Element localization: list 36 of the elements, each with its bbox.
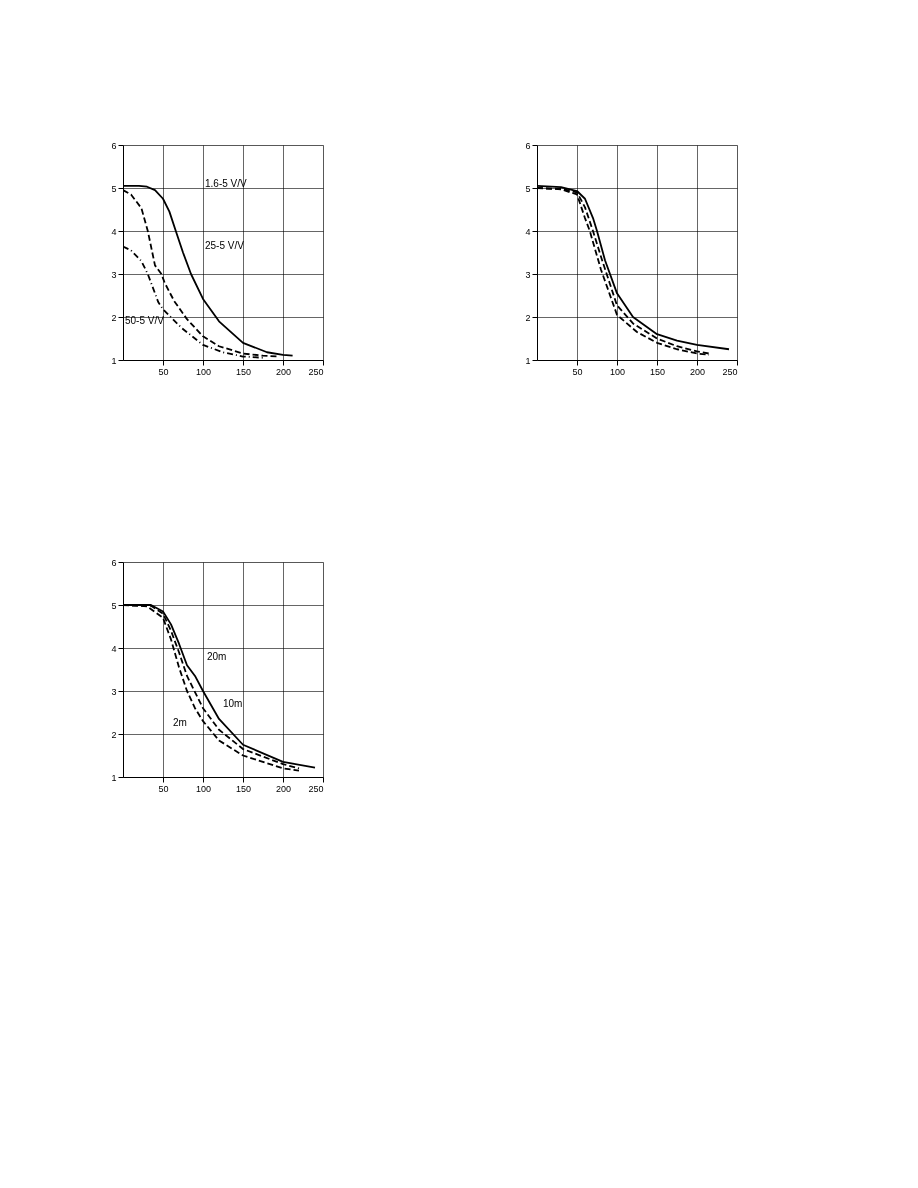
x-tick-label: 50: [158, 783, 169, 794]
annotation: 2m: [173, 717, 187, 729]
y-tick-label: 3: [111, 686, 117, 697]
y-tick-label: 1: [111, 772, 117, 783]
y-tick-label: 2: [111, 729, 117, 740]
y-tick-label: 6: [525, 140, 531, 151]
annotation: 20m: [207, 650, 227, 662]
y-tick-label: 2: [111, 312, 117, 323]
y-tick-label: 2: [525, 312, 531, 323]
x-tick-label: 250: [722, 366, 738, 377]
x-tick-label: 150: [649, 366, 666, 377]
y-tick-label: 3: [111, 269, 117, 280]
y-tick-label: 3: [525, 269, 531, 280]
y-tick-label: 1: [525, 355, 531, 366]
y-tick-label: 6: [111, 557, 117, 568]
x-tick-label: 250: [308, 366, 324, 377]
y-tick-label: 5: [111, 600, 117, 611]
x-tick-label: 150: [235, 366, 252, 377]
x-tick-label: 50: [572, 366, 583, 377]
x-tick-label: 100: [195, 783, 212, 794]
x-tick-label: 200: [275, 783, 292, 794]
annotation: 10m: [223, 697, 243, 709]
x-tick-label: 100: [195, 366, 212, 377]
y-tick-label: 5: [111, 183, 117, 194]
x-tick-label: 200: [689, 366, 706, 377]
y-tick-label: 5: [525, 183, 531, 194]
x-tick-label: 50: [158, 366, 169, 377]
x-tick-label: 150: [235, 783, 252, 794]
y-tick-label: 6: [111, 140, 117, 151]
x-tick-label: 250: [308, 783, 324, 794]
x-tick-label: 100: [609, 366, 626, 377]
y-tick-label: 4: [525, 226, 531, 237]
y-tick-label: 4: [111, 643, 117, 654]
x-tick-label: 200: [275, 366, 292, 377]
y-tick-label: 1: [111, 355, 117, 366]
y-tick-label: 4: [111, 226, 117, 237]
